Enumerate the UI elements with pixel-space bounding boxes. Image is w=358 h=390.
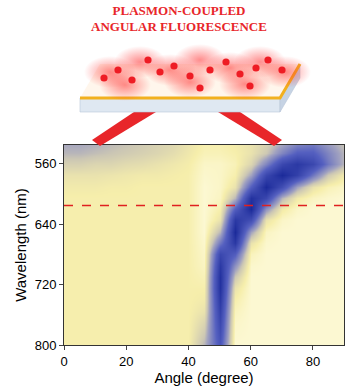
svg-text:560: 560 bbox=[35, 156, 57, 171]
svg-text:60: 60 bbox=[243, 354, 257, 369]
svg-text:640: 640 bbox=[35, 217, 57, 232]
svg-text:Wavelength (nm): Wavelength (nm) bbox=[12, 188, 29, 302]
svg-text:720: 720 bbox=[35, 277, 57, 292]
svg-text:20: 20 bbox=[119, 354, 133, 369]
svg-text:0: 0 bbox=[60, 354, 67, 369]
svg-text:800: 800 bbox=[35, 338, 57, 353]
svg-text:Angle (degree): Angle (degree) bbox=[154, 369, 253, 386]
svg-text:80: 80 bbox=[306, 354, 320, 369]
svg-text:ANGULAR FLUORESCENCE: ANGULAR FLUORESCENCE bbox=[91, 19, 267, 34]
svg-text:40: 40 bbox=[181, 354, 195, 369]
svg-text:PLASMON-COUPLED: PLASMON-COUPLED bbox=[113, 3, 246, 18]
